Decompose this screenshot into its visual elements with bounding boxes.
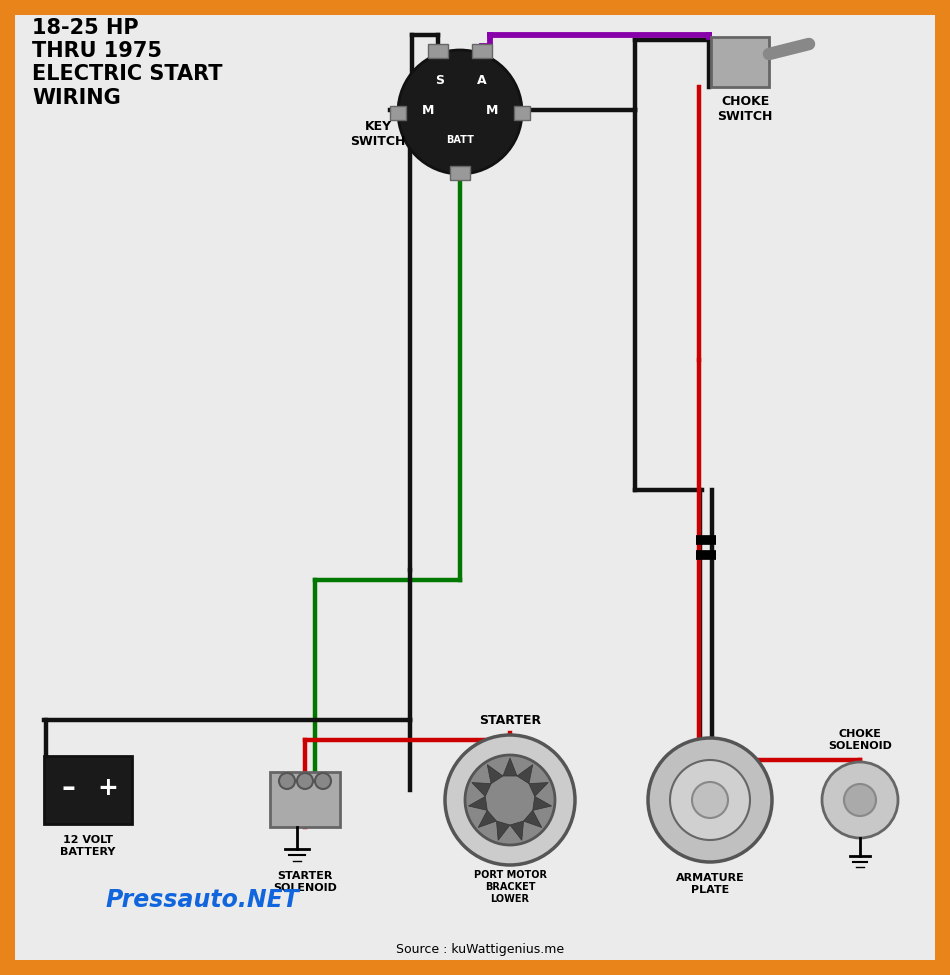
- Text: A: A: [477, 73, 486, 87]
- Circle shape: [297, 773, 313, 789]
- Circle shape: [465, 755, 555, 845]
- Circle shape: [445, 735, 575, 865]
- Circle shape: [279, 773, 295, 789]
- Polygon shape: [510, 821, 523, 840]
- Text: STARTER
SOLENOID: STARTER SOLENOID: [273, 872, 337, 893]
- Bar: [390, 106, 406, 120]
- Bar: [44, 756, 132, 824]
- Polygon shape: [468, 797, 487, 810]
- Text: –: –: [61, 774, 75, 802]
- Bar: [711, 37, 769, 87]
- Circle shape: [692, 782, 728, 818]
- Polygon shape: [478, 810, 497, 828]
- Text: ARMATURE
PLATE: ARMATURE PLATE: [675, 874, 745, 895]
- Text: CHOKE
SWITCH: CHOKE SWITCH: [717, 95, 772, 123]
- Polygon shape: [533, 797, 552, 810]
- Bar: [472, 44, 492, 58]
- Bar: [270, 772, 340, 827]
- Bar: [450, 166, 470, 180]
- Polygon shape: [529, 783, 548, 797]
- Text: PORT MOTOR
BRACKET
LOWER: PORT MOTOR BRACKET LOWER: [473, 871, 546, 904]
- Text: Source : kuWattigenius.me: Source : kuWattigenius.me: [396, 944, 564, 956]
- Polygon shape: [503, 758, 517, 776]
- Circle shape: [822, 762, 898, 838]
- Circle shape: [670, 760, 750, 840]
- Text: +: +: [98, 776, 119, 800]
- Text: STARTER: STARTER: [479, 715, 542, 727]
- Circle shape: [315, 773, 331, 789]
- Bar: [428, 44, 448, 58]
- Circle shape: [648, 738, 772, 862]
- Text: 12 VOLT
BATTERY: 12 VOLT BATTERY: [60, 836, 116, 857]
- Bar: [514, 106, 530, 120]
- Polygon shape: [523, 810, 542, 828]
- Text: 18-25 HP
THRU 1975
ELECTRIC START
WIRING: 18-25 HP THRU 1975 ELECTRIC START WIRING: [32, 18, 222, 107]
- Text: M: M: [485, 103, 498, 116]
- Text: M: M: [422, 103, 434, 116]
- Polygon shape: [472, 783, 491, 797]
- Text: BATT: BATT: [446, 135, 474, 145]
- Text: Pressauto.NET: Pressauto.NET: [105, 888, 299, 912]
- Polygon shape: [517, 764, 533, 784]
- Text: S: S: [435, 73, 445, 87]
- Polygon shape: [487, 764, 503, 784]
- Text: CHOKE
SOLENOID: CHOKE SOLENOID: [828, 729, 892, 751]
- Polygon shape: [497, 821, 510, 840]
- Text: KEY
SWITCH: KEY SWITCH: [351, 120, 406, 148]
- Circle shape: [844, 784, 876, 816]
- Circle shape: [398, 50, 522, 174]
